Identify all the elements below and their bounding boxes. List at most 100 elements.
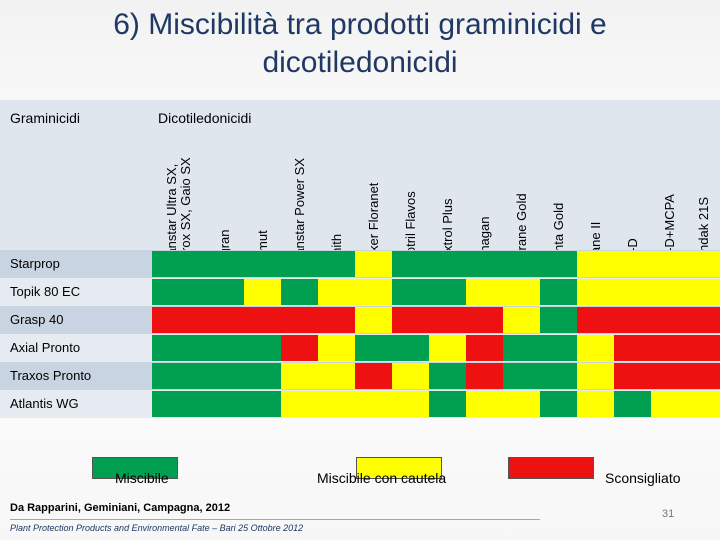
- compatibility-cell: [206, 251, 244, 277]
- column-label: 2,4-D: [625, 114, 640, 270]
- compatibility-cell: [206, 335, 244, 361]
- compatibility-cell: [614, 279, 651, 305]
- compatibility-cell: [466, 391, 503, 417]
- column-label: Manta Gold: [550, 202, 566, 270]
- compatibility-cell: [244, 307, 281, 333]
- compatibility-cell: [152, 335, 206, 361]
- compatibility-cell: [503, 335, 540, 361]
- compatibility-cell: [355, 363, 392, 389]
- dicotiledonicidi-label: Dicotiledonicidi: [158, 110, 252, 126]
- row-label: Starprop: [10, 256, 60, 271]
- compatibility-cell: [429, 279, 466, 305]
- compatibility-cell: [540, 335, 577, 361]
- compatibility-cell: [429, 363, 466, 389]
- column-label: 2,4-D+MCPA: [661, 194, 677, 270]
- compatibility-cell: [152, 363, 206, 389]
- compatibility-cell: [392, 279, 429, 305]
- compatibility-cell: [688, 279, 720, 305]
- compatibility-cell: [651, 363, 688, 389]
- compatibility-cell: [355, 391, 392, 417]
- column-label: Granstar Ultra SX, Marox SX, Gaio SX: [164, 157, 193, 270]
- title-line-1: 6) Miscibilità tra prodotti graminicidi …: [113, 8, 607, 41]
- compatibility-cell: [540, 391, 577, 417]
- compatibility-cell: [392, 251, 429, 277]
- dicotiledonicidi-header-bg: [152, 100, 720, 276]
- row-label: Axial Pronto: [10, 340, 81, 355]
- compatibility-cell: [281, 307, 318, 333]
- compatibility-cell: [651, 251, 688, 277]
- compatibility-cell: [577, 363, 614, 389]
- title-line-2: dicotiledonicidi: [262, 46, 458, 79]
- graminicidi-header-bg: [0, 100, 152, 276]
- compatibility-cell: [466, 363, 503, 389]
- compatibility-cell: [651, 279, 688, 305]
- compatibility-cell: [152, 279, 206, 305]
- compatibility-cell: [244, 251, 281, 277]
- compatibility-cell: [244, 391, 281, 417]
- column-label: Mextrol Plus: [439, 198, 455, 270]
- compatibility-cell: [281, 279, 318, 305]
- compatibility-cell: [688, 307, 720, 333]
- compatibility-cell: [429, 335, 466, 361]
- compatibility-cell: [152, 391, 206, 417]
- compatibility-cell: [614, 363, 651, 389]
- compatibility-cell: [466, 251, 503, 277]
- compatibility-cell: [503, 363, 540, 389]
- compatibility-cell: [577, 391, 614, 417]
- compatibility-cell: [355, 335, 392, 361]
- legend-swatch-sconsigliato: [508, 457, 594, 479]
- compatibility-cell: [281, 251, 318, 277]
- compatibility-cell: [688, 391, 720, 417]
- compatibility-cell: [614, 307, 651, 333]
- column-label: Logran: [217, 114, 232, 270]
- compatibility-cell: [152, 251, 206, 277]
- compatibility-cell: [318, 307, 355, 333]
- row-label: Topik 80 EC: [10, 284, 81, 299]
- compatibility-cell: [651, 335, 688, 361]
- compatibility-cell: [281, 391, 318, 417]
- compatibility-cell: [466, 279, 503, 305]
- compatibility-cell: [429, 391, 466, 417]
- column-label: Kicker Floranet: [365, 182, 381, 270]
- column-label: Granstar Power SX: [291, 158, 307, 270]
- compatibility-cell: [503, 279, 540, 305]
- compatibility-cell: [688, 335, 720, 361]
- compatibility-cell: [206, 363, 244, 389]
- compatibility-cell: [466, 335, 503, 361]
- compatibility-cell: [688, 251, 720, 277]
- column-label: Mondak 21S: [696, 197, 711, 270]
- compatibility-cell: [318, 279, 355, 305]
- compatibility-cell: [392, 307, 429, 333]
- compatibility-cell: [429, 251, 466, 277]
- compatibility-cell: [206, 307, 244, 333]
- footer-text: Plant Protection Products and Environmen…: [10, 523, 304, 533]
- compatibility-cell: [688, 363, 720, 389]
- compatibility-cell: [651, 307, 688, 333]
- legend-swatch-cautela: [356, 457, 442, 479]
- compatibility-cell: [614, 391, 651, 417]
- compatibility-cell: [540, 307, 577, 333]
- column-label: Starane Gold: [513, 193, 529, 270]
- compatibility-cell: [540, 251, 577, 277]
- compatibility-cell: [577, 335, 614, 361]
- compatibility-cell: [281, 335, 318, 361]
- legend-swatch-miscibile: [92, 457, 178, 479]
- compatibility-cell: [540, 363, 577, 389]
- compatibility-cell: [244, 363, 281, 389]
- compatibility-cell: [244, 279, 281, 305]
- footer-divider: [10, 519, 540, 520]
- compatibility-cell: [577, 251, 614, 277]
- row-label: Traxos Pronto: [10, 368, 92, 383]
- legend-label-cautela: Miscibile con cautela: [317, 470, 447, 486]
- compatibility-cell: [318, 391, 355, 417]
- compatibility-cell: [355, 307, 392, 333]
- compatibility-cell: [503, 307, 540, 333]
- legend-label-miscibile: Miscibile: [115, 470, 169, 486]
- column-label: Azimut: [255, 114, 270, 270]
- compatibility-cell: [281, 363, 318, 389]
- row-label: Atlantis WG: [10, 396, 79, 411]
- compatibility-cell: [503, 391, 540, 417]
- graminicidi-label: Graminicidi: [10, 110, 81, 126]
- compatibility-cell: [614, 335, 651, 361]
- page-title: 6) Miscibilità tra prodotti graminicidi …: [0, 6, 720, 82]
